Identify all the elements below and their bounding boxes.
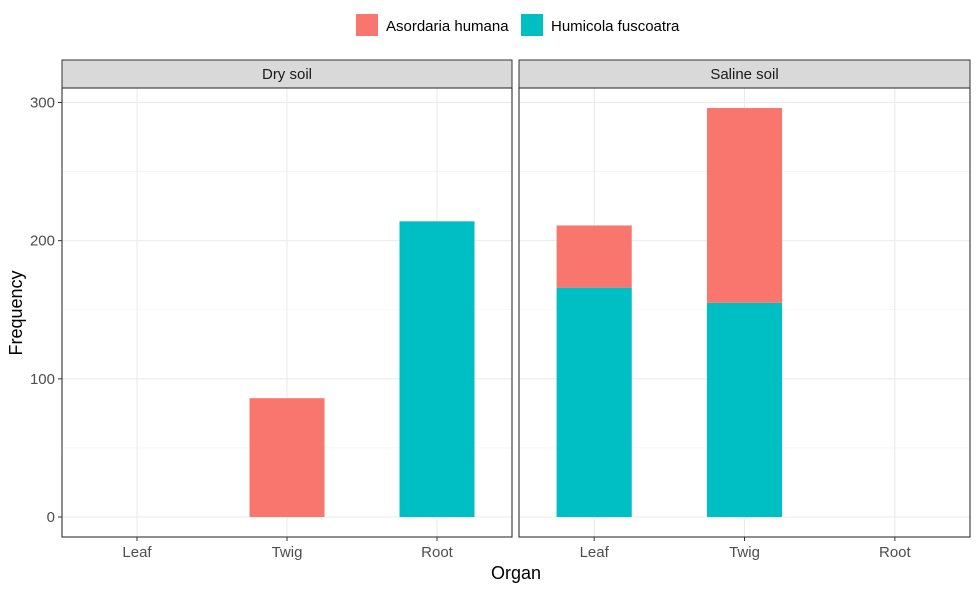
x-tick-label-twig: Twig	[272, 544, 303, 561]
x-tick-label-root: Root	[421, 544, 454, 561]
bar-dry-soil-twig-asordaria-humana	[249, 398, 325, 517]
x-tick-label-root: Root	[879, 544, 912, 561]
bar-saline-soil-twig-asordaria-humana	[706, 108, 783, 303]
facet-label-saline-soil: Saline soil	[710, 66, 778, 83]
legend-swatch-humicola-fuscoatra	[521, 14, 543, 36]
legend: Asordaria humana Humicola fuscoatra	[356, 14, 680, 36]
x-tick-label-leaf: Leaf	[580, 544, 610, 561]
facet-strip-dry-soil	[61, 59, 513, 89]
legend-swatch-asordaria-humana	[356, 14, 378, 36]
bar-saline-soil-twig-humicola-fuscoatra	[706, 302, 783, 517]
y-tick-label: 200	[30, 233, 55, 250]
bar-saline-soil-leaf-humicola-fuscoatra	[556, 287, 632, 517]
y-tick-label: 300	[30, 95, 55, 112]
y-tick-label: 100	[30, 371, 55, 388]
bar-saline-soil-leaf-asordaria-humana	[556, 225, 632, 288]
x-tick-label-leaf: Leaf	[122, 544, 152, 561]
panel-dry-soil: Dry soil Leaf Twig Root 0 100 200 300	[30, 59, 513, 561]
x-tick-label-twig: Twig	[729, 544, 760, 561]
panel-saline-soil: Saline soil Leaf Twig Root	[518, 59, 971, 561]
y-tick-label: 0	[47, 509, 55, 526]
legend-label-humicola-fuscoatra: Humicola fuscoatra	[551, 18, 680, 35]
y-axis-title: Frequency	[6, 270, 26, 355]
legend-label-asordaria-humana: Asordaria humana	[386, 18, 509, 35]
x-axis-title: Organ	[491, 563, 541, 583]
facet-strip-saline-soil	[518, 59, 971, 89]
bar-dry-soil-root-humicola-fuscoatra	[399, 221, 475, 517]
facet-label-dry-soil: Dry soil	[262, 66, 312, 83]
facet-panels: Dry soil Leaf Twig Root 0 100 200 300 Saline soi…	[30, 59, 971, 561]
